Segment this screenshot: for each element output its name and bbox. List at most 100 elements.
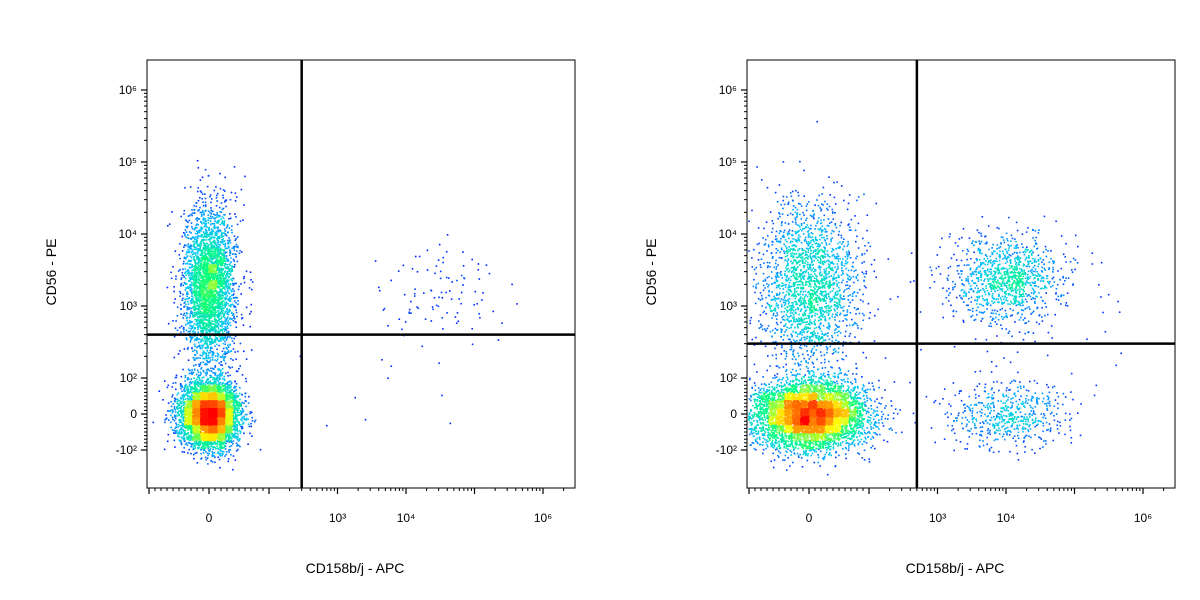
left-event-point: [189, 330, 192, 332]
left-event-point: [180, 437, 183, 439]
left-event-point: [187, 243, 189, 246]
left-event-point: [186, 283, 188, 285]
left-event-point: [238, 252, 241, 254]
left-event-point: [208, 328, 211, 331]
left-event-point: [221, 307, 224, 310]
left-event-point: [221, 241, 224, 244]
left-event-point: [223, 375, 226, 378]
left-event-point: [215, 311, 218, 313]
left-event-point: [243, 418, 246, 421]
left-event-point: [202, 344, 205, 346]
left-event-point: [202, 256, 205, 258]
left-event-point: [206, 264, 209, 267]
left-event-point: [240, 413, 243, 416]
left-event-point: [299, 355, 302, 358]
left-event-point: [185, 383, 187, 386]
left-event-point: [208, 385, 210, 387]
left-event-point: [173, 429, 175, 432]
left-event-point: [206, 361, 209, 363]
left-event-point: [220, 389, 223, 391]
left-event-point: [208, 253, 210, 255]
left-event-point: [185, 231, 188, 233]
left-event-point: [210, 244, 212, 246]
left-event-point: [176, 412, 179, 415]
left-event-point: [223, 357, 225, 360]
left-event-point: [248, 395, 250, 398]
left-event-point: [219, 378, 222, 380]
left-event-point: [191, 214, 193, 217]
left-event-point: [199, 242, 201, 245]
left-event-point: [199, 260, 202, 263]
left-event-point: [213, 282, 216, 284]
left-event-point: [184, 432, 187, 435]
left-event-point: [204, 341, 206, 343]
left-event-point: [221, 260, 223, 262]
left-event-point: [202, 329, 204, 332]
left-event-point: [192, 277, 194, 279]
left-event-point: [199, 313, 201, 315]
left-event-point: [178, 435, 180, 438]
left-event-point: [200, 282, 203, 284]
left-event-point: [226, 271, 229, 273]
left-event-point: [220, 240, 222, 243]
left-event-point: [187, 387, 190, 390]
left-event-point: [228, 391, 230, 394]
left-event-point: [200, 322, 202, 324]
left-event-point: [190, 338, 193, 340]
left-event-point: [229, 324, 232, 327]
left-event-point: [180, 384, 183, 387]
left-event-point: [212, 293, 214, 295]
left-event-point: [195, 382, 197, 384]
left-event-point: [201, 176, 204, 179]
left-event-point: [194, 283, 196, 285]
left-event-point: [197, 331, 199, 334]
left-event-point: [186, 385, 188, 387]
left-event-point: [210, 269, 213, 272]
left-event-point: [214, 387, 216, 390]
left-event-point: [202, 268, 204, 270]
left-event-point: [209, 351, 211, 354]
left-event-point: [200, 327, 203, 329]
left-event-point: [230, 441, 233, 443]
left-event-point: [191, 321, 193, 323]
left-event-point: [194, 227, 196, 230]
left-event-point: [223, 264, 226, 267]
left-event-point: [224, 353, 226, 355]
left-event-point: [212, 367, 214, 370]
left-event-point: [200, 304, 203, 307]
left-event-point: [222, 235, 225, 238]
left-event-point: [185, 253, 188, 255]
left-event-point: [209, 251, 211, 253]
left-event-point: [209, 240, 211, 243]
left-event-point: [197, 328, 199, 331]
left-event-point: [214, 293, 217, 296]
left-event-point: [198, 322, 201, 325]
left-event-point: [182, 430, 185, 432]
left-event-point: [244, 175, 246, 178]
left-event-point: [212, 276, 215, 279]
left-event-point: [244, 395, 247, 398]
left-event-point: [200, 311, 202, 313]
left-event-point: [225, 234, 228, 237]
left-event-point: [220, 283, 222, 286]
left-event-point: [211, 216, 214, 218]
left-event-point: [234, 239, 236, 242]
left-event-point: [228, 275, 230, 278]
left-event-point: [180, 388, 182, 390]
left-event-point: [185, 337, 188, 339]
left-event-point: [231, 279, 234, 282]
left-event-point: [233, 410, 236, 412]
left-event-point: [239, 404, 242, 406]
left-event-point: [202, 277, 205, 279]
left-event-point: [190, 382, 193, 385]
left-event-point: [182, 314, 185, 316]
left-event-point: [174, 416, 176, 418]
left-event-point: [183, 447, 185, 449]
left-event-point: [213, 299, 215, 301]
left-event-point: [221, 254, 224, 256]
left-event-point: [195, 201, 198, 204]
left-event-point: [236, 443, 239, 446]
left-event-point: [211, 229, 214, 231]
left-event-point: [217, 322, 220, 325]
left-event-point: [220, 291, 222, 294]
